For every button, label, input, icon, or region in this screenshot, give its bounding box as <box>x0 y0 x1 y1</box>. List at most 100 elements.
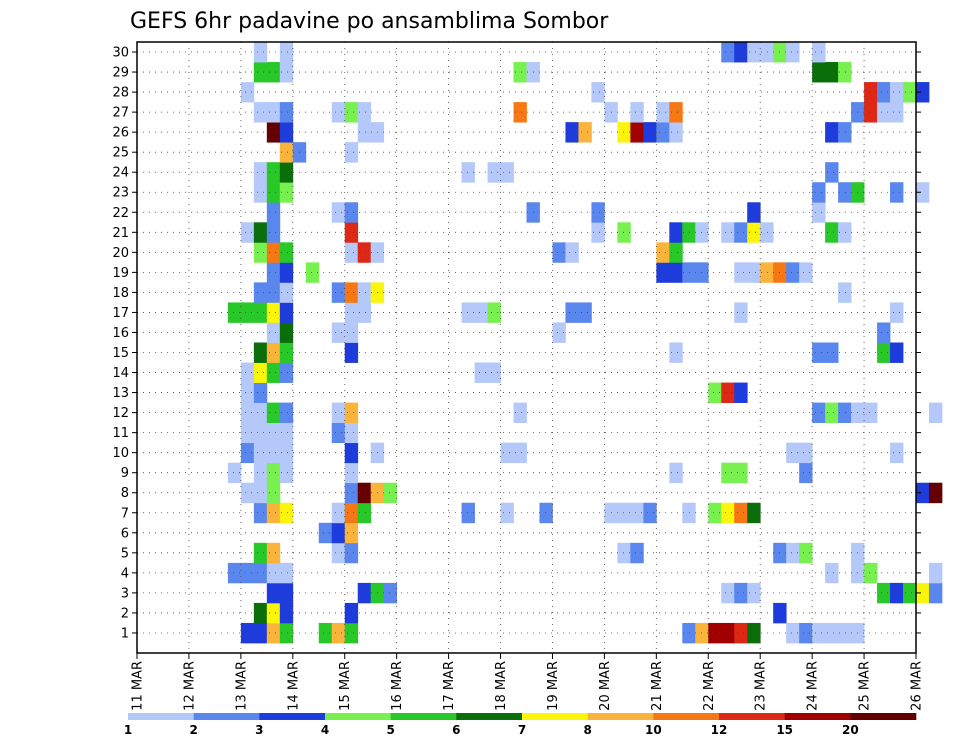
y-tick-label: 26 <box>112 126 129 141</box>
y-tick-label: 7 <box>121 506 129 521</box>
heatmap-cell <box>383 482 398 504</box>
heatmap-cell <box>253 382 268 403</box>
heatmap-cell <box>266 622 281 644</box>
heatmap-cell <box>669 102 683 123</box>
heatmap-cell <box>928 562 943 584</box>
heatmap-cell <box>565 122 579 143</box>
colorbar-label: 3 <box>255 723 263 737</box>
heatmap-cell <box>331 422 346 444</box>
colorbar-label: 1 <box>124 723 132 737</box>
colorbar-swatch <box>128 713 194 720</box>
heatmap-cell <box>643 502 657 524</box>
heatmap-cell <box>916 182 930 203</box>
heatmap-cell <box>266 462 281 484</box>
heatmap-cell <box>331 622 346 644</box>
heatmap-cell <box>812 62 826 83</box>
heatmap-cell <box>357 242 372 263</box>
heatmap-cell <box>513 62 527 83</box>
heatmap-cell <box>266 262 281 283</box>
colorbar-swatch <box>325 713 391 720</box>
heatmap-cell <box>630 502 644 524</box>
y-tick-label: 28 <box>112 86 129 101</box>
heatmap-cell <box>591 202 605 223</box>
heatmap-cell <box>344 102 359 123</box>
heatmap-cell <box>838 122 852 143</box>
x-tick-label: 16 MAR <box>390 661 405 711</box>
heatmap-cell <box>760 42 774 63</box>
heatmap-cell <box>279 62 294 83</box>
heatmap-cell <box>253 502 268 524</box>
y-tick-label: 9 <box>121 466 129 481</box>
heatmap-cell <box>721 622 735 644</box>
heatmap-cell <box>747 622 761 644</box>
heatmap-cell <box>240 222 255 243</box>
heatmap-cell <box>552 322 566 343</box>
heatmap-cell <box>682 262 696 283</box>
heatmap-cell <box>708 622 722 644</box>
heatmap-cell <box>253 622 268 644</box>
colorbar-label: 5 <box>386 723 394 737</box>
heatmap-cell <box>890 182 904 203</box>
heatmap-cell <box>487 302 501 323</box>
heatmap-cell <box>266 582 281 604</box>
colorbar-label: 6 <box>452 723 460 737</box>
heatmap-cell <box>669 242 683 263</box>
heatmap-cell <box>825 562 839 584</box>
heatmap-cell <box>838 222 852 243</box>
x-tick-label: 21 MAR <box>650 661 665 711</box>
y-tick-label: 25 <box>112 146 129 161</box>
heatmap-cell <box>734 302 748 323</box>
heatmap-cell <box>877 342 891 363</box>
heatmap-cell <box>227 462 242 484</box>
x-tick-label: 22 MAR <box>702 661 717 711</box>
heatmap-cell <box>344 302 359 323</box>
y-tick-label: 8 <box>121 486 129 501</box>
heatmap-cell <box>721 222 735 243</box>
heatmap-cell <box>786 542 800 564</box>
heatmap-cell <box>669 462 683 484</box>
heatmap-cell <box>240 402 255 424</box>
heatmap-cell <box>253 242 268 263</box>
heatmap-cell <box>721 382 735 403</box>
heatmap-cell <box>890 442 904 464</box>
heatmap-cell <box>890 102 904 123</box>
heatmap-cell <box>253 182 268 203</box>
colorbar-label: 10 <box>645 723 662 737</box>
heatmap-cell <box>721 462 735 484</box>
heatmap-cell <box>838 182 852 203</box>
heatmap-cell <box>786 42 800 63</box>
heatmap-cell <box>903 82 917 103</box>
heatmap-cell <box>240 622 255 644</box>
colorbar-label: 2 <box>189 723 197 737</box>
heatmap-cell <box>617 122 631 143</box>
heatmap-cell <box>747 222 761 243</box>
heatmap-cell <box>877 102 891 123</box>
x-tick-label: 15 MAR <box>338 661 353 711</box>
heatmap-cell <box>357 482 372 504</box>
heatmap-cell <box>734 382 748 403</box>
heatmap-cell <box>279 182 294 203</box>
heatmap-cell <box>747 262 761 283</box>
heatmap-cell <box>266 282 281 303</box>
heatmap-cell <box>825 402 839 424</box>
heatmap-cell <box>357 302 372 323</box>
heatmap-cell <box>344 322 359 343</box>
heatmap-cell <box>734 582 748 604</box>
heatmap-cell <box>279 462 294 484</box>
heatmap-cell <box>928 482 943 504</box>
heatmap-cell <box>799 462 813 484</box>
heatmap-cell <box>253 222 268 243</box>
heatmap-cell <box>227 302 242 323</box>
colorbar-swatch <box>784 713 851 720</box>
heatmap-cell <box>227 562 242 584</box>
colorbar-label: 4 <box>321 723 329 737</box>
heatmap-cell <box>344 602 359 624</box>
heatmap-cell <box>253 462 268 484</box>
heatmap-cell <box>656 242 670 263</box>
heatmap-cell <box>331 542 346 564</box>
heatmap-cell <box>240 442 255 464</box>
heatmap-cell <box>279 602 294 624</box>
heatmap-cell <box>630 102 644 123</box>
chart-title: GEFS 6hr padavine po ansamblima Sombor <box>130 9 609 34</box>
y-tick-label: 24 <box>112 166 129 181</box>
